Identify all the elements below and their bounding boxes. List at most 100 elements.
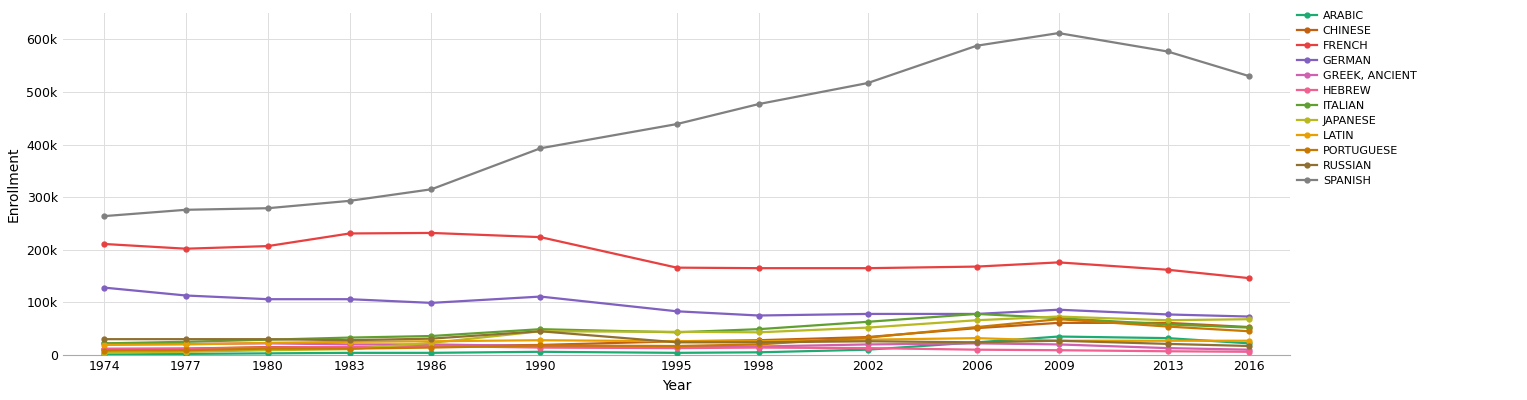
HEBREW	[531, 345, 550, 350]
CHINESE	[667, 339, 686, 344]
PORTUGUESE	[1240, 329, 1258, 334]
Line: PORTUGUESE: PORTUGUESE	[102, 317, 1252, 353]
FRENCH	[1159, 267, 1177, 272]
SPANISH	[258, 206, 276, 211]
SPANISH	[1159, 49, 1177, 54]
RUSSIAN	[258, 337, 276, 342]
GERMAN	[177, 293, 195, 298]
RUSSIAN	[95, 337, 113, 342]
SPANISH	[177, 207, 195, 212]
PORTUGUESE	[95, 348, 113, 353]
LATIN	[341, 339, 359, 344]
RUSSIAN	[423, 336, 441, 341]
ITALIAN	[341, 335, 359, 340]
SPANISH	[858, 81, 876, 86]
CHINESE	[341, 345, 359, 350]
Line: FRENCH: FRENCH	[102, 230, 1252, 280]
LATIN	[667, 339, 686, 344]
LATIN	[1240, 338, 1258, 343]
RUSSIAN	[1049, 338, 1067, 343]
PORTUGUESE	[968, 325, 986, 330]
LATIN	[858, 337, 876, 342]
FRENCH	[177, 246, 195, 251]
LATIN	[1049, 338, 1067, 343]
FRENCH	[858, 266, 876, 270]
ITALIAN	[258, 337, 276, 342]
JAPANESE	[1240, 317, 1258, 322]
X-axis label: Year: Year	[663, 379, 692, 393]
CHINESE	[423, 344, 441, 348]
GERMAN	[667, 309, 686, 314]
HEBREW	[177, 346, 195, 351]
JAPANESE	[531, 329, 550, 334]
SPANISH	[531, 146, 550, 151]
RUSSIAN	[858, 339, 876, 344]
GREEK, ANCIENT	[258, 341, 276, 346]
HEBREW	[858, 346, 876, 350]
CHINESE	[968, 326, 986, 330]
FRENCH	[968, 264, 986, 269]
FRENCH	[531, 235, 550, 240]
PORTUGUESE	[177, 348, 195, 353]
ARABIC	[258, 351, 276, 356]
GREEK, ANCIENT	[531, 344, 550, 348]
FRENCH	[1240, 276, 1258, 280]
RUSSIAN	[968, 340, 986, 345]
ARABIC	[95, 352, 113, 357]
Line: GERMAN: GERMAN	[102, 285, 1252, 319]
SPANISH	[1049, 31, 1067, 36]
ITALIAN	[1159, 322, 1177, 327]
GERMAN	[258, 297, 276, 302]
CHINESE	[1240, 325, 1258, 330]
PORTUGUESE	[258, 346, 276, 351]
CHINESE	[95, 347, 113, 352]
JAPANESE	[177, 349, 195, 354]
GERMAN	[1049, 307, 1067, 312]
ARABIC	[1240, 341, 1258, 346]
GREEK, ANCIENT	[1240, 347, 1258, 352]
PORTUGUESE	[750, 342, 768, 347]
PORTUGUESE	[858, 335, 876, 340]
HEBREW	[1240, 349, 1258, 354]
FRENCH	[423, 230, 441, 235]
JAPANESE	[258, 348, 276, 353]
ITALIAN	[1049, 316, 1067, 320]
Line: ARABIC: ARABIC	[102, 334, 1252, 357]
Line: CHINESE: CHINESE	[102, 320, 1252, 352]
LATIN	[750, 339, 768, 344]
SPANISH	[1240, 74, 1258, 79]
GREEK, ANCIENT	[95, 341, 113, 346]
GERMAN	[1240, 314, 1258, 319]
RUSSIAN	[1159, 342, 1177, 346]
CHINESE	[750, 338, 768, 343]
ARABIC	[531, 349, 550, 354]
HEBREW	[1159, 349, 1177, 354]
FRENCH	[1049, 260, 1067, 265]
FRENCH	[341, 231, 359, 236]
Line: JAPANESE: JAPANESE	[102, 314, 1252, 355]
PORTUGUESE	[667, 344, 686, 348]
RUSSIAN	[531, 329, 550, 334]
ARABIC	[667, 350, 686, 355]
JAPANESE	[968, 318, 986, 323]
GERMAN	[531, 294, 550, 299]
JAPANESE	[341, 347, 359, 352]
GREEK, ANCIENT	[1159, 346, 1177, 350]
HEBREW	[258, 345, 276, 350]
SPANISH	[341, 198, 359, 203]
RUSSIAN	[1240, 344, 1258, 348]
GREEK, ANCIENT	[968, 341, 986, 346]
JAPANESE	[858, 325, 876, 330]
Line: HEBREW: HEBREW	[102, 344, 1252, 354]
HEBREW	[95, 346, 113, 351]
LATIN	[177, 342, 195, 347]
FRENCH	[258, 244, 276, 248]
ITALIAN	[750, 327, 768, 332]
ARABIC	[341, 350, 359, 355]
HEBREW	[968, 347, 986, 352]
LATIN	[423, 339, 441, 344]
Y-axis label: Enrollment: Enrollment	[8, 146, 21, 222]
Line: LATIN: LATIN	[102, 336, 1252, 347]
PORTUGUESE	[531, 343, 550, 348]
GERMAN	[423, 300, 441, 305]
